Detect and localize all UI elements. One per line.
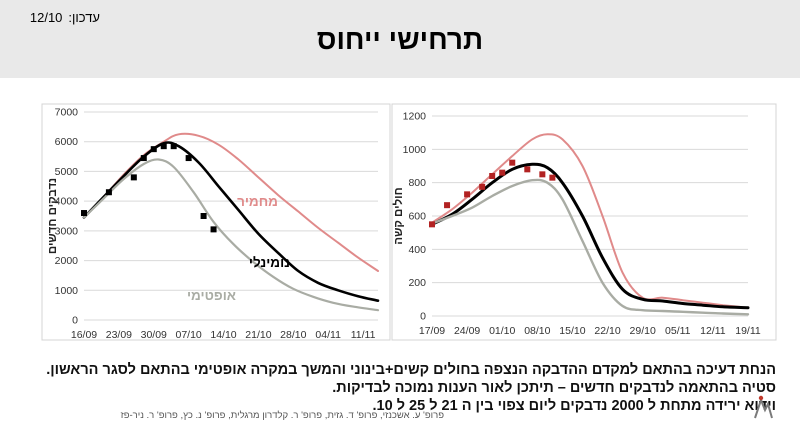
x-tick-label: 12/11 xyxy=(700,325,726,337)
x-tick-label: 22/10 xyxy=(594,325,620,337)
note-line-3: וידוא ירידה מתחת ל 2000 נדבקים ליום צפוי… xyxy=(372,398,777,414)
data-point xyxy=(539,171,546,178)
data-point xyxy=(185,155,192,162)
x-tick-label: 23/09 xyxy=(106,329,132,341)
data-point xyxy=(170,143,177,150)
data-point xyxy=(479,183,486,190)
x-tick-label: 11/11 xyxy=(351,329,376,341)
data-point xyxy=(130,174,137,181)
x-tick-label: 19/11 xyxy=(735,325,761,337)
data-point xyxy=(210,226,217,233)
data-point xyxy=(429,221,435,228)
series-label: מחמיר xyxy=(237,194,278,209)
update-stamp: עדכון: 12/10 xyxy=(30,10,100,25)
series-label: אופטימי xyxy=(187,288,236,303)
y-tick-label: 3000 xyxy=(55,225,79,237)
series-line xyxy=(431,133,749,309)
series-line xyxy=(82,141,380,302)
y-tick-label: 7000 xyxy=(55,107,79,119)
x-tick-label: 30/09 xyxy=(141,329,167,341)
y-tick-label: 5000 xyxy=(55,166,79,178)
data-point xyxy=(499,169,506,176)
data-point xyxy=(81,210,87,217)
data-point xyxy=(444,202,451,209)
y-tick-label: 0 xyxy=(72,315,78,327)
x-tick-label: 29/10 xyxy=(630,325,656,337)
x-tick-label: 07/10 xyxy=(176,329,202,341)
y-axis-label: נדבקים חדשים xyxy=(47,178,59,254)
y-tick-label: 1000 xyxy=(55,285,79,297)
x-tick-label: 01/10 xyxy=(489,325,515,337)
data-point xyxy=(489,173,496,179)
y-tick-label: 400 xyxy=(408,244,426,256)
update-date: 12/10 xyxy=(29,10,63,25)
credits-line: פרופ' ע. אשכנזי, פרופ' ד. גזית, פרופ' ר.… xyxy=(120,410,444,421)
note-line-1: הנחת דעיכה בהתאם למקדם ההדבקה הנצפה בחול… xyxy=(46,362,776,378)
y-tick-label: 800 xyxy=(408,177,426,189)
logo-icon xyxy=(754,395,773,419)
data-point xyxy=(140,155,147,162)
data-point xyxy=(509,159,516,166)
y-tick-label: 2000 xyxy=(55,255,79,267)
x-tick-label: 05/11 xyxy=(665,325,691,337)
x-tick-label: 17/09 xyxy=(419,325,445,337)
x-tick-label: 15/10 xyxy=(559,325,585,337)
update-label: עדכון: xyxy=(68,10,100,25)
new-infections-chart: 0 1000 2000 3000 4000 5000 6000 7000 16/09 23/09 3… xyxy=(41,103,391,341)
x-tick-label: 08/10 xyxy=(524,325,550,337)
y-axis-label: חולים קשה xyxy=(392,187,405,244)
series-label: נומינלי xyxy=(249,255,290,270)
series-line xyxy=(82,158,380,312)
y-tick-label: 4000 xyxy=(55,196,79,208)
x-tick-label: 16/09 xyxy=(71,329,97,341)
series-line xyxy=(430,162,750,310)
x-tick-label: 28/10 xyxy=(280,329,306,341)
series-line xyxy=(430,178,750,316)
data-point xyxy=(150,146,157,153)
data-point xyxy=(200,213,207,219)
page-title: תרחישי ייחוס xyxy=(316,24,484,55)
data-point xyxy=(105,189,112,196)
data-point xyxy=(549,174,556,181)
x-tick-label: 24/09 xyxy=(454,325,480,337)
y-tick-label: 600 xyxy=(408,211,426,223)
y-tick-label: 1200 xyxy=(403,111,427,123)
x-tick-label: 04/11 xyxy=(315,329,341,341)
y-tick-label: 200 xyxy=(408,277,426,289)
y-tick-label: 1000 xyxy=(403,144,427,156)
x-tick-label: 14/10 xyxy=(210,329,236,341)
data-point xyxy=(524,166,531,173)
data-point xyxy=(160,143,167,150)
header-bar: עדכון: 12/10 תרחישי ייחוס xyxy=(0,0,800,78)
note-line-2: סטיה בהתאמה לנדבקים חדשים – תיתכן לאור ה… xyxy=(332,380,776,396)
severe-patients-chart: 0 200 400 600 800 1000 1200 17/09 24/09 01/10 08/1… xyxy=(391,103,777,341)
x-tick-label: 21/10 xyxy=(245,329,271,341)
data-point xyxy=(464,191,471,198)
y-tick-label: 0 xyxy=(420,311,426,323)
y-tick-label: 6000 xyxy=(55,136,79,148)
